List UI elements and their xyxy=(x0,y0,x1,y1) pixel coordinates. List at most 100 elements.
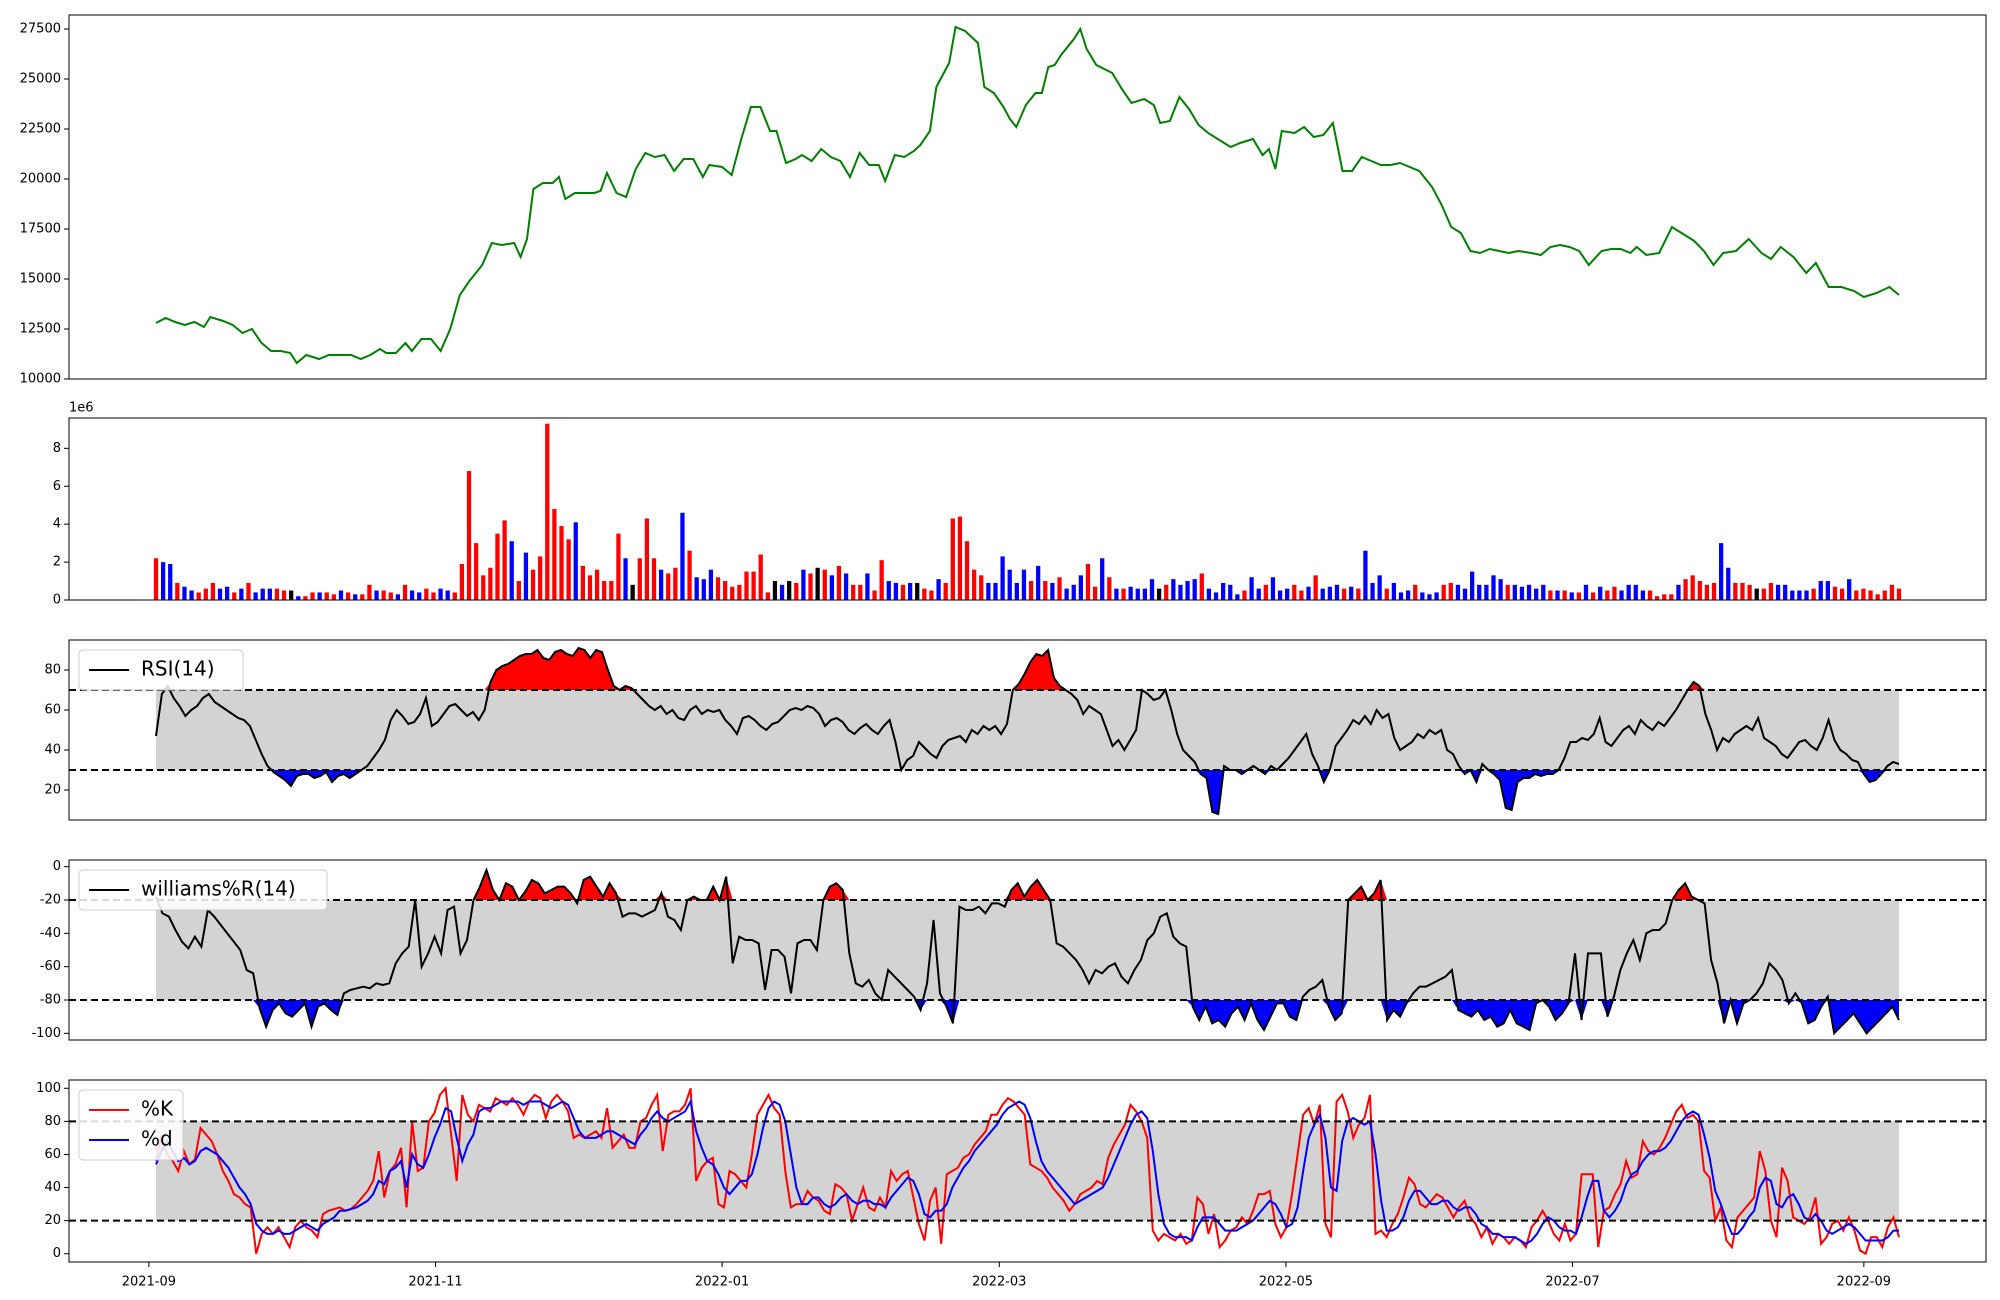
volume-bar xyxy=(680,512,685,600)
volume-bar xyxy=(1192,579,1197,600)
volume-bar xyxy=(402,584,408,600)
rsi-legend xyxy=(78,649,244,691)
volume-bar xyxy=(1747,584,1752,600)
volume-bar xyxy=(1306,586,1311,600)
volume-bar xyxy=(1327,586,1332,600)
volume-bar xyxy=(1021,569,1027,600)
volume-bar xyxy=(1633,584,1638,600)
volume-bar xyxy=(879,560,884,600)
volume-bar xyxy=(936,579,941,600)
volume-bar xyxy=(886,581,891,600)
price-ytick-label: 12500 xyxy=(20,322,61,337)
rsi-ytick-label: 40 xyxy=(44,743,61,758)
volume-bar xyxy=(851,584,856,600)
volume-bar xyxy=(1505,584,1510,600)
volume-bar xyxy=(267,588,272,600)
volume-bar xyxy=(217,588,223,600)
volume-bar xyxy=(1185,581,1190,600)
volume-bar xyxy=(566,539,571,600)
volume-bar xyxy=(765,592,770,600)
williams-legend xyxy=(78,869,328,911)
williams-ytick-label: -60 xyxy=(40,959,61,974)
volume-bar xyxy=(1370,582,1375,600)
date-xtick-label: 2022-09 xyxy=(1837,1275,1891,1290)
volume-bar xyxy=(1377,575,1382,600)
williams-ytick-label: -100 xyxy=(31,1026,61,1041)
volume-bar xyxy=(381,590,386,600)
rsi-oversold-fill xyxy=(156,770,1899,814)
volume-bar xyxy=(1498,579,1503,600)
volume-bar xyxy=(509,541,514,600)
volume-bar xyxy=(1491,575,1496,600)
volume-bar xyxy=(1199,573,1204,600)
volume-bar xyxy=(723,581,728,600)
stochastic-ytick-label: 40 xyxy=(44,1180,61,1195)
volume-bar xyxy=(715,577,721,600)
volume-bar xyxy=(1690,575,1695,600)
volume-bar xyxy=(1057,577,1062,600)
volume-bar xyxy=(260,588,265,600)
volume-bar xyxy=(758,554,763,600)
volume-bar xyxy=(225,586,230,600)
volume-bar xyxy=(1071,584,1076,600)
volume-bar xyxy=(310,592,315,600)
volume-bar xyxy=(388,592,393,600)
volume-bar xyxy=(1007,569,1012,600)
volume-bar xyxy=(1420,592,1425,600)
volume-bar xyxy=(1783,584,1788,600)
rsi-line xyxy=(155,646,1900,816)
volume-bar xyxy=(964,541,970,600)
volume-bar xyxy=(367,584,372,600)
legends: RSI(14) williams%R(14) %K %d xyxy=(78,649,328,1161)
volume-bar xyxy=(1569,592,1574,600)
williams-overbought-fill xyxy=(156,870,1899,900)
volume-bar xyxy=(538,556,543,600)
volume-bar xyxy=(374,590,379,600)
volume-bar xyxy=(587,575,593,600)
stochastic-ytick-label: 20 xyxy=(44,1213,61,1228)
volume-bar xyxy=(1470,571,1475,600)
volume-bar xyxy=(1896,588,1902,600)
volume-bar xyxy=(822,569,827,600)
volume-bar xyxy=(687,550,692,600)
volume-bar xyxy=(1206,588,1212,600)
volume-bar xyxy=(893,582,899,600)
volume-bar xyxy=(907,582,913,600)
volume-bar xyxy=(1726,567,1731,600)
volume-bar xyxy=(175,582,180,600)
rsi-band xyxy=(156,690,1899,770)
volume-bar xyxy=(552,509,557,600)
volume-bar xyxy=(160,562,166,600)
panel-frames xyxy=(68,14,1987,1263)
volume-bar xyxy=(1889,584,1895,600)
volume-bar xyxy=(1313,575,1318,600)
volume-bar xyxy=(203,588,208,600)
volume-bar xyxy=(438,588,443,600)
volume-bar xyxy=(1427,594,1432,600)
rsi-ytick-label: 80 xyxy=(44,663,61,678)
volume-bar xyxy=(1334,584,1340,600)
volume-bar xyxy=(452,592,457,600)
price-ytick-label: 22500 xyxy=(20,122,61,137)
stochastic-legend xyxy=(78,1089,184,1161)
volume-bar xyxy=(843,573,849,600)
volume-bar xyxy=(1697,581,1702,600)
volume-bar xyxy=(1462,588,1468,600)
volume-bar xyxy=(495,533,500,600)
volume-bar xyxy=(1028,581,1034,600)
volume-bar xyxy=(1704,584,1710,600)
volume-bar xyxy=(1605,590,1610,600)
volume-bar xyxy=(1228,584,1233,600)
volume-bar xyxy=(1477,584,1482,600)
price-ytick-label: 10000 xyxy=(20,372,61,387)
williams-oversold-fill xyxy=(156,1000,1899,1034)
volume-bar xyxy=(1654,596,1660,600)
date-xtick-label: 2022-05 xyxy=(1259,1275,1313,1290)
volume-bar xyxy=(1534,588,1539,600)
volume-bar xyxy=(929,590,934,600)
stochastic-panel-frame xyxy=(68,1079,1987,1263)
volume-bar xyxy=(153,558,159,600)
volume-bar xyxy=(637,558,642,600)
date-xtick-label: 2022-03 xyxy=(972,1275,1026,1290)
volume-bar xyxy=(1164,584,1169,600)
